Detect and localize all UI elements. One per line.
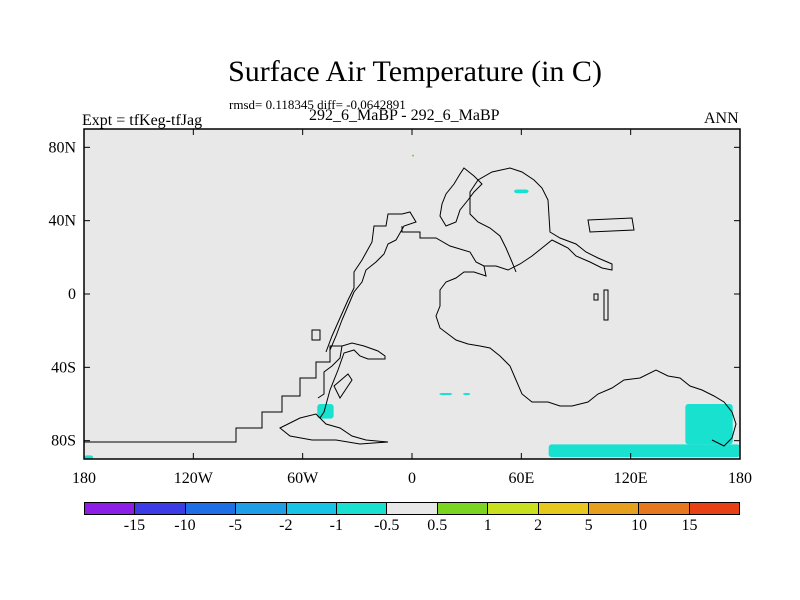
y-tick-label: 80N xyxy=(48,139,76,156)
colorbar-swatch xyxy=(689,503,740,514)
colorbar-label: -1 xyxy=(329,517,343,534)
x-tick-label: 0 xyxy=(408,470,416,487)
chart-subtitle: 292_6_MaBP - 292_6_MaBP xyxy=(309,107,500,124)
colorbar xyxy=(84,502,740,515)
anomaly-patch-4 xyxy=(439,393,453,395)
x-tick-label: 120E xyxy=(614,470,648,487)
colorbar-swatch xyxy=(286,503,337,514)
colorbar-label: -5 xyxy=(228,517,243,534)
colorbar-label: -15 xyxy=(123,517,146,534)
season-label: ANN xyxy=(704,110,739,127)
x-tick-label: 180 xyxy=(728,470,752,487)
colorbar-swatch xyxy=(488,503,539,514)
axis-tick-labels: 180 120W 60W 0 60E 120E 180 80N 40N 0 40S 80S xyxy=(48,139,752,487)
x-tick-label: 180 xyxy=(72,470,96,487)
map-background xyxy=(84,129,740,459)
colorbar-swatch xyxy=(135,503,186,514)
chart-title: Surface Air Temperature (in C) xyxy=(228,55,602,88)
colorbar-swatch xyxy=(639,503,690,514)
anomaly-patch-0 xyxy=(548,444,740,458)
colorbar-label: -0.5 xyxy=(374,517,400,534)
coastlines xyxy=(84,167,737,447)
y-tick-label: 40N xyxy=(48,213,76,230)
y-tick-label: 40S xyxy=(51,359,76,376)
anomaly-patch-6 xyxy=(84,455,94,459)
colorbar-swatch xyxy=(185,503,237,514)
colorbar-label: 2 xyxy=(534,517,543,534)
colorbar-label: -10 xyxy=(174,517,196,534)
colorbar-label: 10 xyxy=(631,517,648,534)
colorbar-swatch xyxy=(387,503,438,514)
colorbar-label: 1 xyxy=(483,517,492,534)
colorbar-label: 0.5 xyxy=(427,517,448,534)
colorbar-swatch xyxy=(85,503,136,514)
statistics-label: rmsd= 0.118345 diff= -0.0642891 xyxy=(229,97,406,112)
colorbar-swatch xyxy=(588,503,640,514)
x-tick-label: 60W xyxy=(287,470,319,487)
anomaly-patch-3 xyxy=(514,189,529,194)
x-tick-label: 60E xyxy=(508,470,534,487)
colorbar-swatch xyxy=(336,503,388,514)
anomaly-patch-1 xyxy=(685,404,733,445)
colorbar-swatch xyxy=(538,503,589,514)
anomaly-patch-5 xyxy=(463,393,471,395)
colorbar-label: -2 xyxy=(279,517,293,534)
colorbar-label: 5 xyxy=(584,517,593,534)
anomaly-patches xyxy=(84,154,740,459)
y-tick-label: 80S xyxy=(51,433,76,450)
experiment-label: Expt = tfKeg-tfJag xyxy=(82,112,203,129)
anomaly-patch-7 xyxy=(412,154,414,157)
map-frame xyxy=(83,128,741,460)
colorbar-swatch xyxy=(437,503,489,514)
colorbar-swatch xyxy=(236,503,287,514)
anomaly-patch-2 xyxy=(317,404,334,419)
y-tick-label: 0 xyxy=(68,286,76,303)
x-tick-label: 120W xyxy=(174,470,214,487)
colorbar-label: 15 xyxy=(681,517,698,534)
